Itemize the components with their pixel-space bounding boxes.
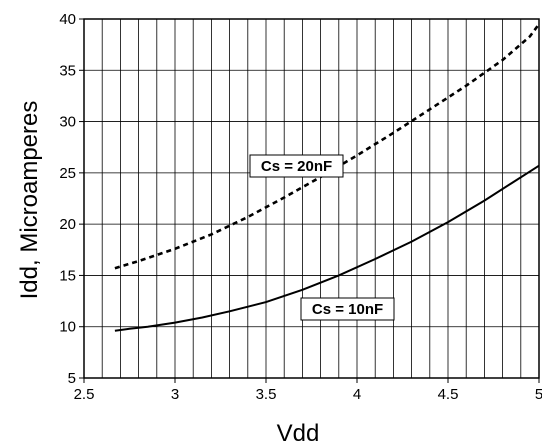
y-tick-label: 5	[68, 370, 76, 387]
plot-border	[83, 18, 540, 379]
y-tick-label: 15	[59, 267, 76, 284]
x-tick-label: 5	[535, 386, 542, 403]
x-axis-ticks: 2.5 3 3.5 4 4.5 5	[74, 378, 542, 403]
y-tick-label: 30	[59, 114, 76, 131]
annotation-cs-10nf: Cs = 10nF	[300, 297, 395, 321]
annotation-cs-20nf: Cs = 20nF	[249, 154, 344, 178]
x-tick-label: 2.5	[74, 386, 95, 403]
y-tick-label: 40	[59, 11, 76, 28]
y-tick-label: 20	[59, 216, 76, 233]
y-tick-label: 35	[59, 62, 76, 79]
series-line-cs-20nf	[114, 23, 541, 270]
x-tick-label: 3.5	[256, 386, 277, 403]
plot-frame	[83, 18, 540, 379]
y-tick-label: 25	[59, 165, 76, 182]
annotation-cs-10nf-label: Cs = 10nF	[312, 301, 383, 318]
x-tick-label: 3	[171, 386, 179, 403]
x-tick-label: 4.5	[438, 386, 459, 403]
x-axis-title: Vdd	[277, 420, 320, 441]
annotation-cs-20nf-label: Cs = 20nF	[261, 158, 332, 175]
x-tick-label: 4	[353, 386, 361, 403]
grid	[84, 19, 539, 378]
series-line-cs-10nf	[114, 164, 540, 332]
y-tick-label: 10	[59, 319, 76, 336]
y-axis-ticks: 5 10 15 20 25 30 35 40	[59, 11, 84, 387]
y-axis-title: Idd, Microamperes	[16, 101, 43, 300]
